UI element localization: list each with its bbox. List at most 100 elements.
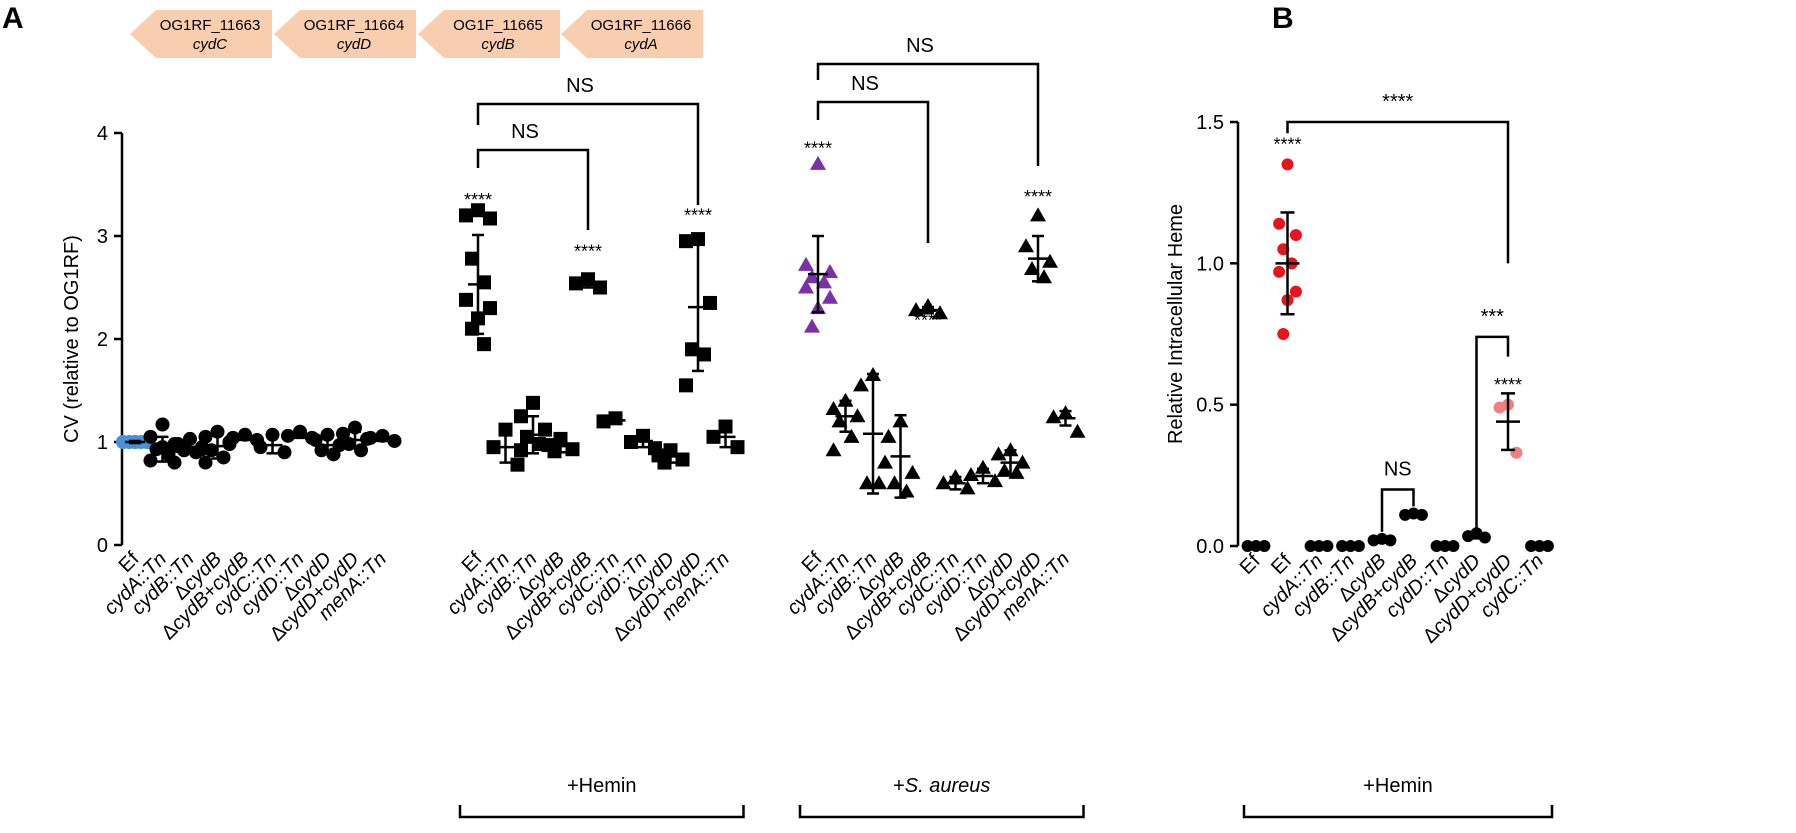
bracket-label: NS [566, 75, 594, 97]
data-point [843, 428, 860, 443]
data-point [226, 430, 240, 445]
data-point [565, 442, 580, 457]
bracket-label: NS [511, 121, 539, 143]
bracket-label: NS [1384, 458, 1412, 480]
y-tick-label: 1.5 [1196, 112, 1224, 134]
data-point [510, 457, 525, 472]
gene-arrow-gene: cydC [193, 36, 227, 53]
data-point [477, 337, 491, 352]
data-point [1281, 158, 1294, 171]
data-point [1289, 229, 1302, 242]
data-point [831, 413, 848, 428]
data-point [798, 256, 814, 271]
data-point [477, 275, 491, 290]
data-point [880, 428, 897, 443]
data-point [387, 433, 402, 448]
y-tick-label: 3 [97, 226, 108, 248]
panel-label-b: B [1272, 2, 1294, 35]
data-point [798, 279, 814, 294]
significance-label: **** [1494, 375, 1522, 395]
gene-arrow-locus: OG1RF_11663 [160, 17, 261, 34]
comparison-bracket [1286, 120, 1510, 264]
data-point [281, 428, 295, 443]
comparison-bracket [1380, 488, 1415, 532]
data-point [886, 475, 903, 490]
data-point [908, 302, 924, 317]
y-tick-label: 0.0 [1196, 536, 1224, 558]
data-point [975, 459, 991, 474]
comparison-bracket [1475, 335, 1510, 530]
significance-label: **** [574, 241, 602, 261]
comparison-bracket [816, 62, 1040, 166]
data-point [1273, 217, 1286, 230]
data-point [210, 424, 225, 439]
chart-b-heme: 0.0 0.5 1.0 1.5 Relative Intracellular Heme E… [1165, 91, 1554, 819]
data-point [932, 305, 948, 320]
data-point [825, 442, 842, 457]
data-point [1273, 265, 1286, 278]
gene-arrow-shape [561, 10, 703, 58]
significance-label: **** [684, 205, 712, 225]
data-point [363, 430, 378, 445]
data-point [706, 429, 721, 444]
bracket-label: **** [1382, 91, 1413, 113]
data-point [198, 429, 213, 444]
data-point [143, 453, 158, 468]
data-point [1024, 260, 1040, 275]
gene-arrow-locus: OG1RF_11666 [591, 17, 692, 34]
data-point [520, 429, 534, 444]
y-tick-label: 4 [97, 123, 108, 145]
data-point [486, 440, 501, 455]
data-point [990, 446, 1007, 461]
significance-label: **** [914, 310, 942, 330]
data-point [336, 426, 350, 441]
gene-arrow-shape [418, 10, 560, 58]
data-point [904, 464, 921, 479]
bracket-label: *** [1481, 306, 1505, 328]
data-point [354, 443, 368, 458]
gene-arrow-gene: cydD [337, 36, 371, 53]
data-point [810, 155, 826, 170]
gene-arrow-gene: cydA [624, 36, 657, 53]
comparison-bracket [476, 148, 590, 230]
group-bracket [798, 805, 1085, 819]
y-axis-title: Relative Intracellular Heme [1165, 204, 1187, 444]
data-point [804, 269, 820, 284]
data-point [459, 208, 473, 223]
data-point [679, 234, 693, 249]
data-point [959, 480, 976, 495]
panel-label-a: A [2, 2, 24, 35]
data-point [987, 473, 1003, 488]
data-point [963, 466, 979, 481]
x-tick-label: Ef [1236, 550, 1265, 579]
comparison-bracket [476, 102, 700, 205]
data-point [143, 429, 158, 444]
data-point [877, 454, 893, 469]
data-point [198, 455, 213, 470]
gene-arrow-shape [130, 10, 272, 58]
data-point [308, 432, 323, 447]
gene-arrow-locus: OG1F_11665 [453, 17, 543, 34]
bracket-label: NS [851, 73, 879, 95]
data-point [483, 211, 497, 226]
data-point [920, 298, 936, 313]
data-point [679, 378, 693, 393]
data-point [1014, 454, 1031, 469]
data-point [871, 475, 887, 490]
group-label: +Hemin [1363, 775, 1432, 797]
data-point [1277, 328, 1290, 340]
data-point [459, 292, 473, 307]
data-point [996, 462, 1013, 477]
y-tick-label: 0.5 [1196, 395, 1224, 417]
data-point [465, 321, 479, 336]
group-bracket [458, 805, 745, 819]
data-point [853, 377, 869, 392]
data-point [471, 203, 485, 218]
gene-arrow-shape [274, 10, 416, 58]
data-point [1493, 401, 1506, 414]
data-point [514, 443, 528, 458]
group-bracket [1242, 805, 1554, 819]
y-tick-label: 0 [97, 535, 108, 557]
